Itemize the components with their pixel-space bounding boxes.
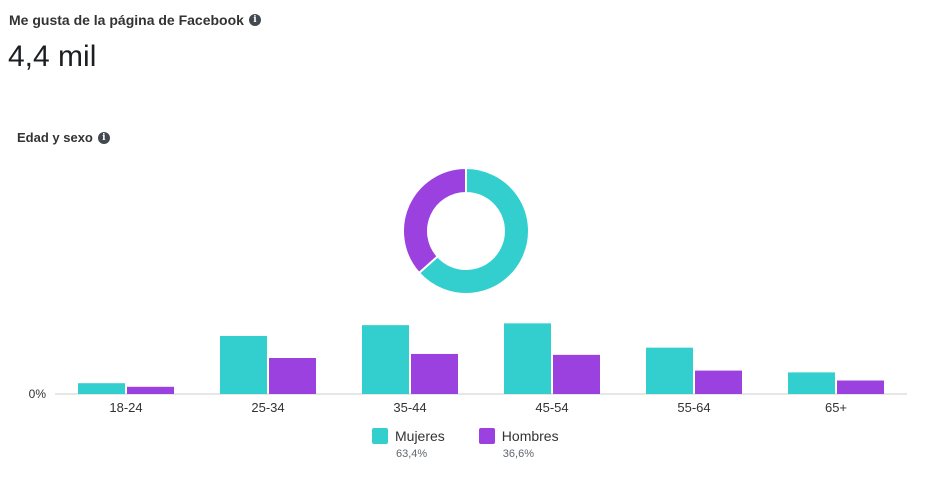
info-icon[interactable]: i (97, 131, 110, 144)
age-gender-title: Edad y sexo i (17, 130, 110, 145)
bar-mujeres-45-54 (504, 323, 551, 394)
page-likes-title-text: Me gusta de la página de Facebook (9, 12, 244, 28)
donut-slice-mujeres (417, 166, 530, 295)
bar-hombres-35-44 (411, 353, 458, 394)
x-tick-label: 35-44 (393, 400, 426, 415)
bar-hombres-65+ (837, 380, 884, 394)
x-tick-label: 65+ (825, 400, 847, 415)
age-gender-title-text: Edad y sexo (17, 130, 93, 145)
bar-mujeres-65+ (788, 372, 835, 394)
legend-label-hombres: Hombres (501, 428, 559, 444)
bar-hombres-55-64 (695, 370, 742, 394)
page-likes-title: Me gusta de la página de Facebook i (9, 12, 261, 28)
y-tick-label: 0% (29, 387, 47, 401)
x-tick-label: 55-64 (677, 400, 710, 415)
x-tick-label: 25-34 (251, 400, 284, 415)
legend-item-hombres: Hombres 36,6% (478, 428, 559, 460)
legend-pct-mujeres: 63,4% (396, 448, 428, 460)
chart-legend: Mujeres 63,4% Hombres 36,6% (372, 428, 559, 460)
bar-hombres-45-54 (553, 354, 600, 394)
bar-mujeres-35-44 (362, 325, 409, 394)
legend-swatch-mujeres (372, 428, 388, 444)
bar-hombres-25-34 (269, 358, 316, 394)
x-tick-label: 18-24 (109, 400, 142, 415)
donut-slice-hombres (402, 166, 467, 275)
bar-mujeres-25-34 (220, 335, 267, 394)
legend-pct-hombres: 36,6% (502, 448, 534, 460)
legend-item-mujeres: Mujeres 63,4% (372, 428, 445, 460)
legend-swatch-hombres (478, 428, 495, 444)
x-tick-label: 45-54 (535, 400, 568, 415)
bar-mujeres-18-24 (78, 383, 125, 394)
bar-mujeres-55-64 (646, 347, 693, 394)
bar-hombres-18-24 (127, 386, 174, 394)
legend-label-mujeres: Mujeres (395, 428, 445, 444)
page-likes-value: 4,4 mil (8, 40, 97, 73)
info-icon[interactable]: i (248, 14, 261, 26)
